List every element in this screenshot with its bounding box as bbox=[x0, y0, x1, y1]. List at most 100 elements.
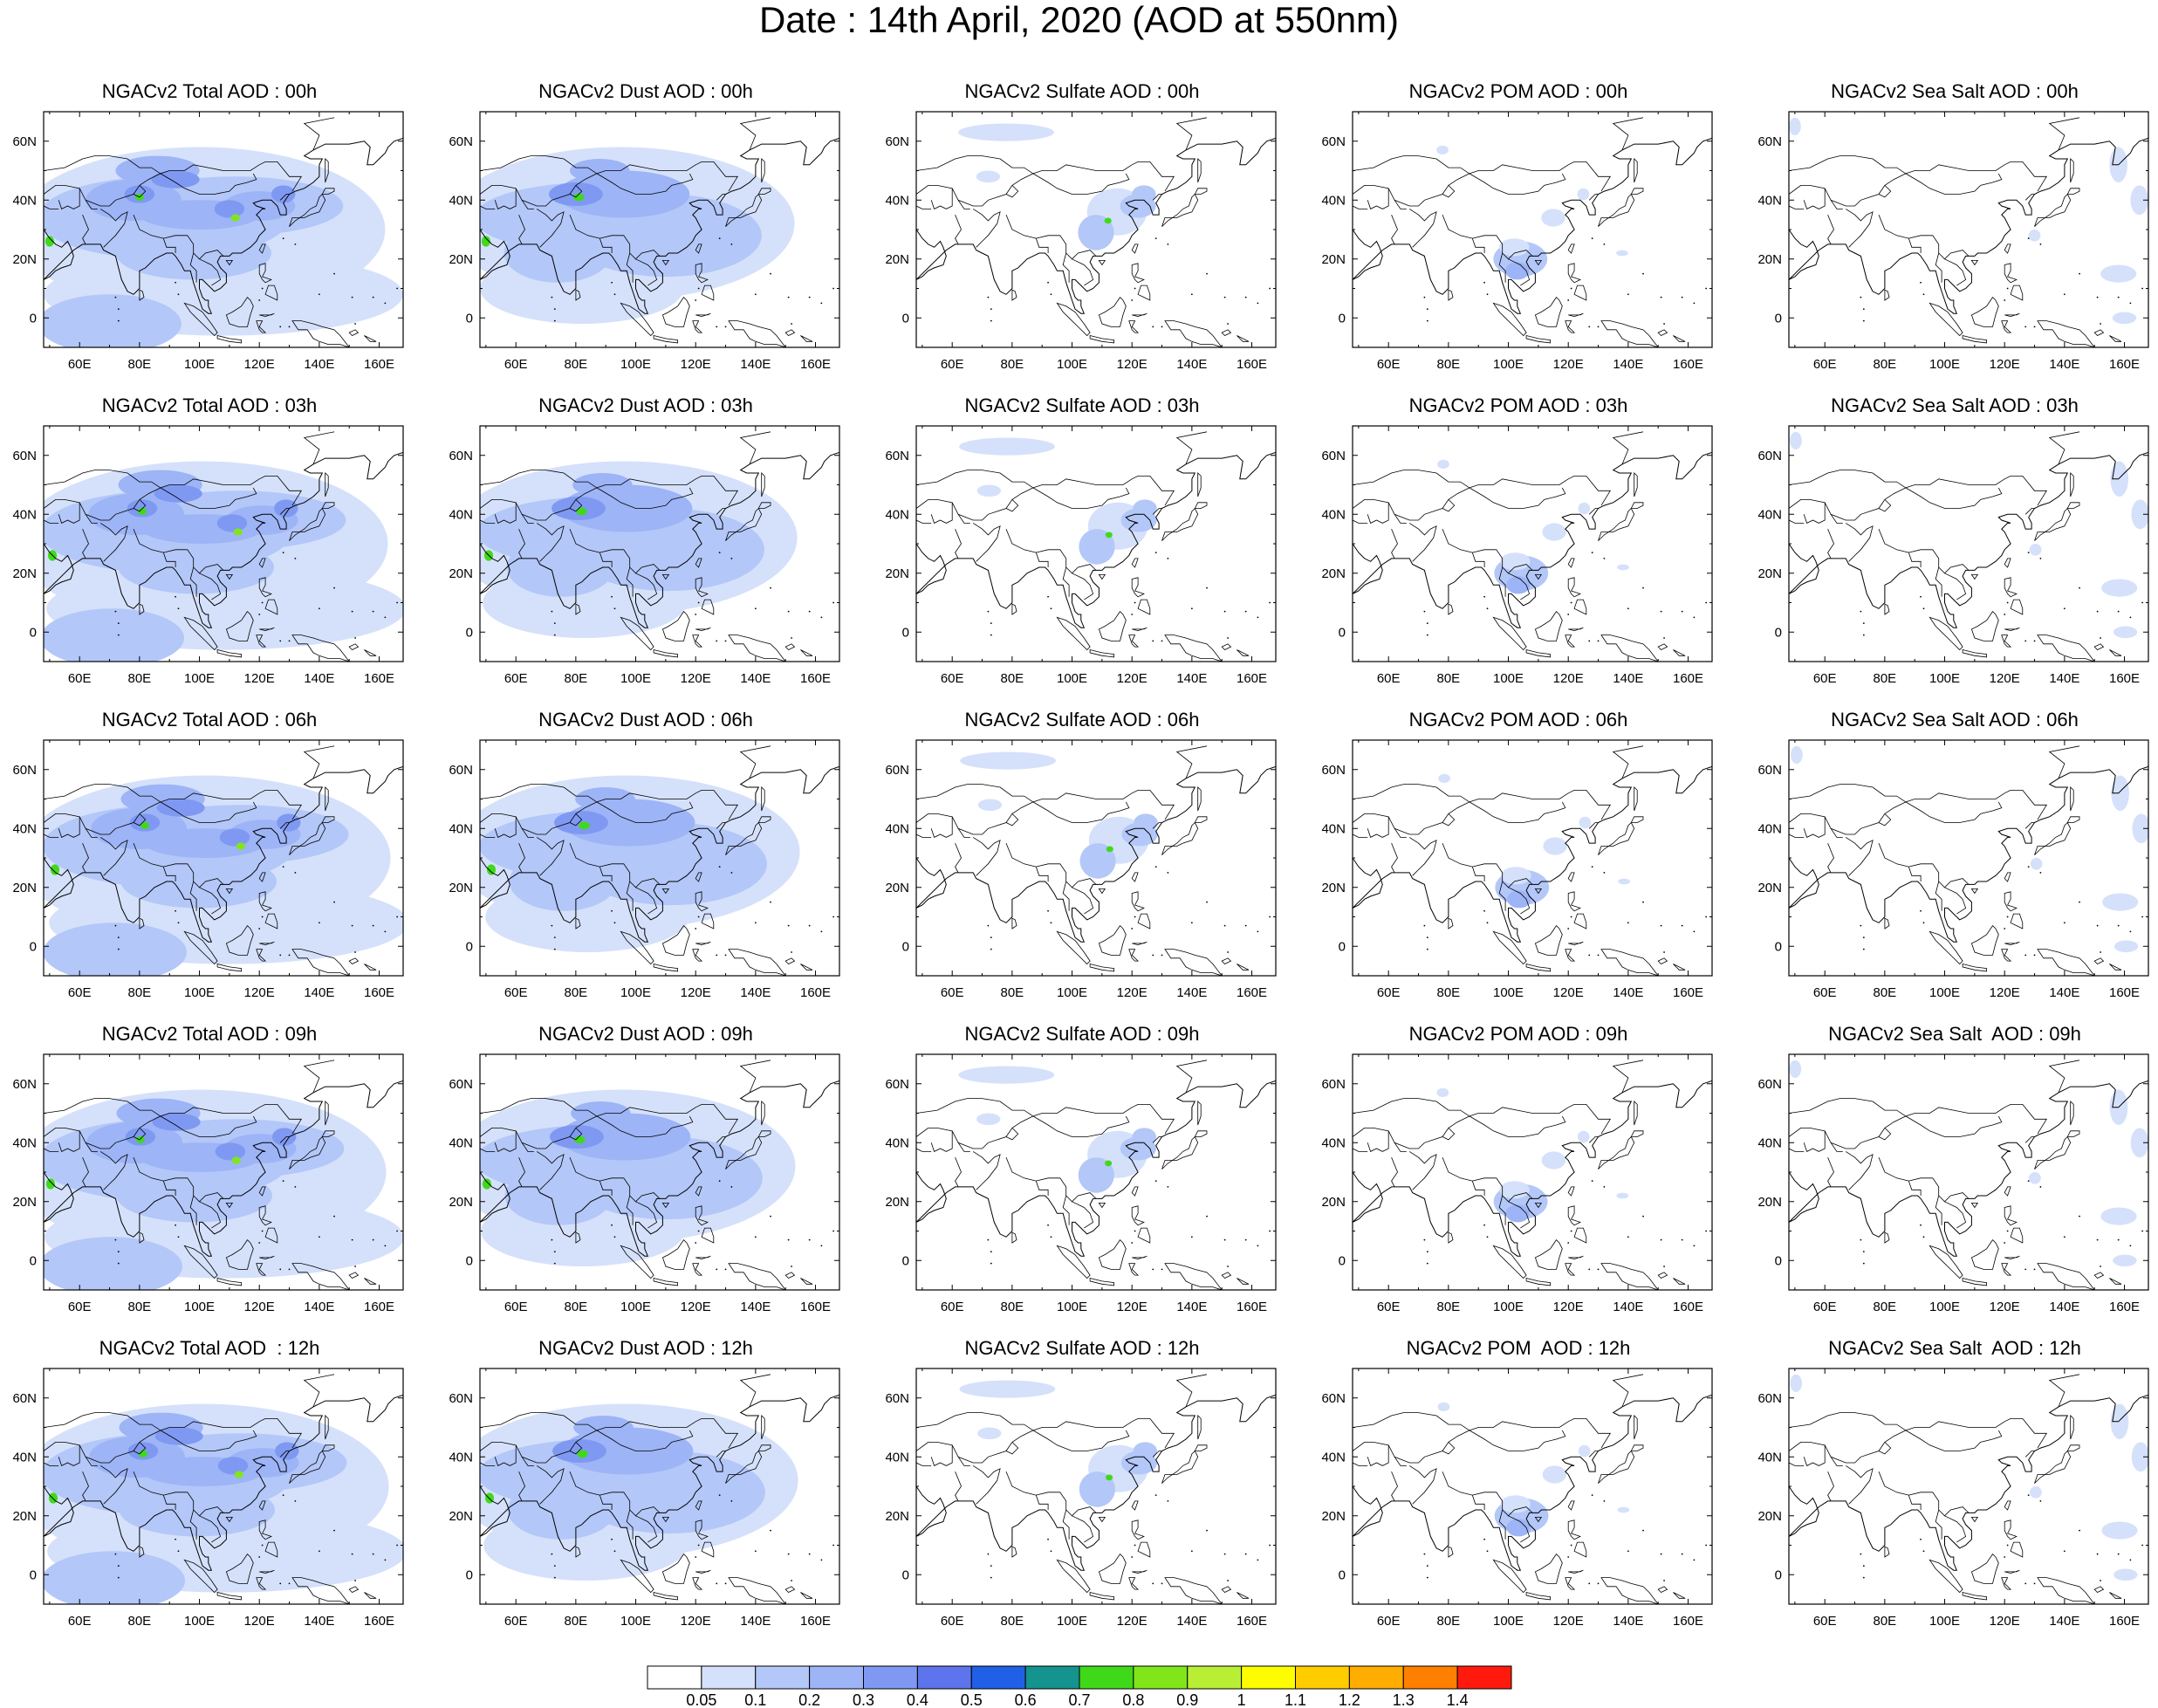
lat-tick-label: 40N bbox=[1321, 193, 1346, 208]
lon-tick-label: 80E bbox=[1001, 985, 1024, 1000]
island-outline bbox=[695, 1255, 711, 1260]
small-island bbox=[730, 557, 733, 559]
small-island bbox=[718, 552, 721, 554]
island-outline bbox=[1131, 891, 1145, 912]
country-border bbox=[133, 842, 224, 888]
country-border bbox=[99, 837, 128, 876]
small-island bbox=[613, 1236, 616, 1238]
aod-field-region bbox=[230, 214, 240, 222]
small-island bbox=[553, 1251, 556, 1253]
coastline bbox=[480, 1394, 839, 1571]
aod-field-region bbox=[1106, 846, 1113, 853]
aod-field-region bbox=[137, 507, 147, 515]
small-island bbox=[1190, 1550, 1193, 1553]
island-outline bbox=[1098, 610, 1127, 641]
small-island bbox=[279, 954, 282, 957]
country-border bbox=[1394, 1142, 1407, 1152]
country-border bbox=[916, 784, 1034, 803]
country-border bbox=[1072, 887, 1094, 915]
small-island bbox=[1227, 637, 1229, 639]
aod-field-region bbox=[2101, 1521, 2138, 1540]
colorbar-label: 1.2 bbox=[1339, 1691, 1360, 1708]
small-island bbox=[787, 1553, 790, 1555]
small-island bbox=[288, 1582, 291, 1585]
country-border bbox=[1175, 431, 1208, 465]
country-border bbox=[480, 519, 496, 524]
small-island bbox=[820, 302, 823, 305]
small-island bbox=[1567, 299, 1570, 301]
small-island bbox=[117, 936, 120, 939]
island-outline bbox=[1630, 1130, 1644, 1137]
colorbar-swatch bbox=[1079, 1665, 1134, 1690]
country-border bbox=[480, 784, 598, 803]
island-outline bbox=[725, 193, 763, 227]
island-outline bbox=[728, 1577, 786, 1604]
island-outline bbox=[1567, 263, 1581, 284]
country-border bbox=[160, 801, 257, 823]
aod-field-region bbox=[1505, 1204, 1530, 1223]
country-border bbox=[1394, 514, 1407, 524]
country-border bbox=[2024, 822, 2035, 829]
lon-tick-label: 120E bbox=[681, 1614, 711, 1629]
aod-field-region bbox=[977, 799, 1003, 812]
small-island bbox=[1131, 299, 1134, 301]
small-island bbox=[613, 922, 616, 924]
small-island bbox=[1920, 1538, 1922, 1540]
country-border bbox=[480, 1104, 739, 1149]
aod-field-region bbox=[2112, 312, 2137, 325]
aod-field-region bbox=[1078, 215, 1114, 250]
aod-field-region bbox=[140, 821, 150, 829]
island-outline bbox=[1164, 1263, 1223, 1290]
aod-field-region bbox=[1789, 1060, 1802, 1078]
aod-field-region bbox=[1791, 745, 1803, 764]
small-island bbox=[1591, 1180, 1593, 1183]
island-outline bbox=[1573, 599, 1587, 615]
country-border bbox=[1391, 214, 1398, 245]
small-island bbox=[697, 1544, 700, 1547]
aod-field-region bbox=[271, 185, 296, 203]
map-background bbox=[1353, 1054, 1712, 1290]
small-island bbox=[2033, 954, 2036, 957]
island-outline bbox=[1221, 957, 1232, 964]
small-island bbox=[288, 640, 291, 642]
island-outline bbox=[1525, 1591, 1552, 1601]
small-island bbox=[2024, 326, 2027, 328]
island-outline bbox=[761, 786, 765, 812]
country-border bbox=[1353, 1462, 1368, 1466]
country-border bbox=[1353, 1098, 1470, 1117]
country-border bbox=[1035, 237, 1049, 253]
aod-field-region bbox=[481, 236, 490, 247]
map-background bbox=[1789, 740, 2148, 976]
small-island bbox=[2027, 237, 2030, 240]
small-island bbox=[2141, 1544, 2144, 1547]
island-outline bbox=[1600, 634, 1659, 662]
small-island bbox=[1154, 1180, 1157, 1183]
country-border bbox=[1935, 1509, 1942, 1540]
map-background bbox=[1789, 112, 2148, 347]
country-border bbox=[1471, 866, 1485, 881]
country-border bbox=[1905, 487, 2003, 509]
small-island bbox=[2063, 293, 2066, 296]
island-outline bbox=[2093, 643, 2105, 650]
small-island bbox=[1223, 924, 1226, 927]
lon-tick-label: 160E bbox=[1673, 357, 1703, 372]
lat-tick-label: 60N bbox=[1321, 134, 1346, 149]
island-outline bbox=[692, 949, 703, 962]
small-island bbox=[1693, 1559, 1696, 1561]
island-outline bbox=[1534, 296, 1563, 327]
island-outline bbox=[258, 1519, 272, 1540]
aod-field-region bbox=[1617, 1506, 1630, 1513]
country-border bbox=[1612, 745, 1644, 779]
country-border bbox=[1803, 1130, 1826, 1152]
island-outline bbox=[225, 1202, 234, 1209]
small-island bbox=[1705, 1230, 1708, 1232]
small-island bbox=[175, 595, 176, 598]
island-outline bbox=[1568, 1569, 1584, 1574]
country-border bbox=[279, 1136, 290, 1143]
country-border bbox=[303, 1374, 335, 1408]
small-island bbox=[1426, 308, 1428, 311]
small-island bbox=[820, 1559, 823, 1561]
small-island bbox=[2024, 640, 2027, 642]
